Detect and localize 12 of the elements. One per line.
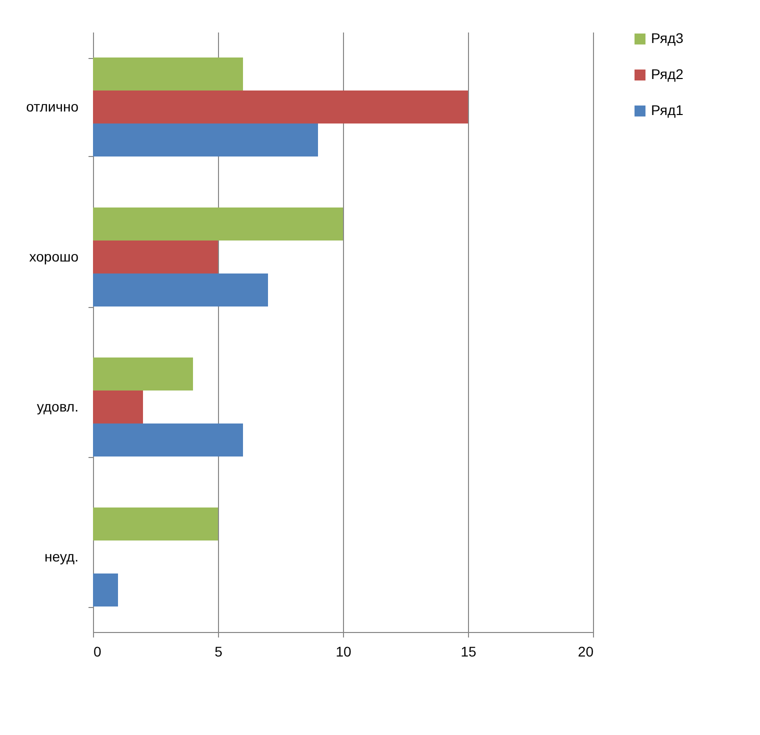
x-tick-label: 10 xyxy=(336,644,352,660)
y-tick-label: удовл. xyxy=(36,398,78,414)
legend-label: Ряд3 xyxy=(651,30,684,46)
x-tick-label: 15 xyxy=(460,644,476,660)
x-tick-label: 20 xyxy=(578,644,594,660)
x-tick-label: 5 xyxy=(214,644,223,660)
legend-label: Ряд1 xyxy=(651,102,684,118)
y-tick-label: неуд. xyxy=(44,548,78,564)
legend-label: Ряд2 xyxy=(651,66,684,82)
y-tick-label: хорошо xyxy=(29,248,79,264)
y-tick-label: отлично xyxy=(26,98,79,114)
x-tick-label: 0 xyxy=(94,644,102,660)
